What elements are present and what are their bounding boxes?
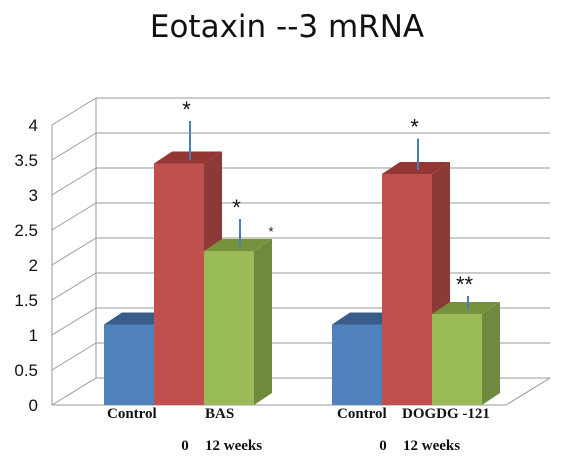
category-labels: Control BAS 0 12 weeks Control DOGDG -121 0 12 … [107, 406, 490, 454]
bar [154, 163, 204, 405]
bar-top [154, 151, 222, 164]
gridline-side [51, 342, 97, 371]
category-label: Control [107, 406, 157, 422]
y-tick-label: 4 [29, 116, 38, 135]
floor-right-edge [505, 377, 551, 406]
bar [104, 324, 154, 405]
significance-marker: * [182, 97, 191, 122]
y-tick-label: 0 [29, 396, 38, 415]
gridline-side [51, 132, 97, 161]
bar-top [382, 162, 450, 174]
timepoint-label: 0 [181, 438, 189, 454]
y-tick-label: 3 [29, 186, 38, 205]
bar [382, 174, 432, 405]
bar [332, 324, 382, 405]
gridline-side [51, 167, 97, 196]
significance-marker: * [410, 115, 419, 140]
timepoint-label: 0 [379, 438, 387, 454]
bar-side [482, 302, 500, 405]
chart-title: Eotaxin --3 mRNA [150, 9, 424, 45]
bar [432, 314, 482, 405]
significance-marker: ** [456, 272, 474, 297]
bar-side [254, 239, 272, 405]
significance-marker: * [232, 195, 241, 220]
timepoint-label: 12 weeks [205, 438, 262, 454]
plot-area: ****** [104, 97, 500, 405]
gridline-side [51, 202, 97, 231]
y-tick-label: 2.5 [14, 221, 38, 240]
y-tick-label: 1.5 [14, 291, 38, 310]
bar [204, 251, 254, 405]
gridline-side [51, 377, 97, 406]
gridline-side [51, 97, 97, 126]
bar-top [204, 239, 272, 251]
stray-marker: * [268, 224, 273, 239]
y-tick-label: 3.5 [14, 151, 38, 170]
category-label: Control [337, 406, 387, 422]
timepoint-label: 12 weeks [403, 438, 460, 454]
y-axis: 0 0.5 1 1.5 2 2.5 3 3.5 4 [14, 116, 38, 415]
category-label: BAS [205, 406, 234, 422]
gridline-side [51, 307, 97, 336]
y-tick-label: 2 [29, 256, 38, 275]
gridline-side [51, 237, 97, 266]
bar-top [432, 302, 500, 314]
gridline-side [51, 272, 97, 301]
category-label: DOGDG -121 [402, 406, 490, 422]
y-tick-label: 0.5 [14, 361, 38, 380]
y-tick-label: 1 [29, 326, 38, 345]
